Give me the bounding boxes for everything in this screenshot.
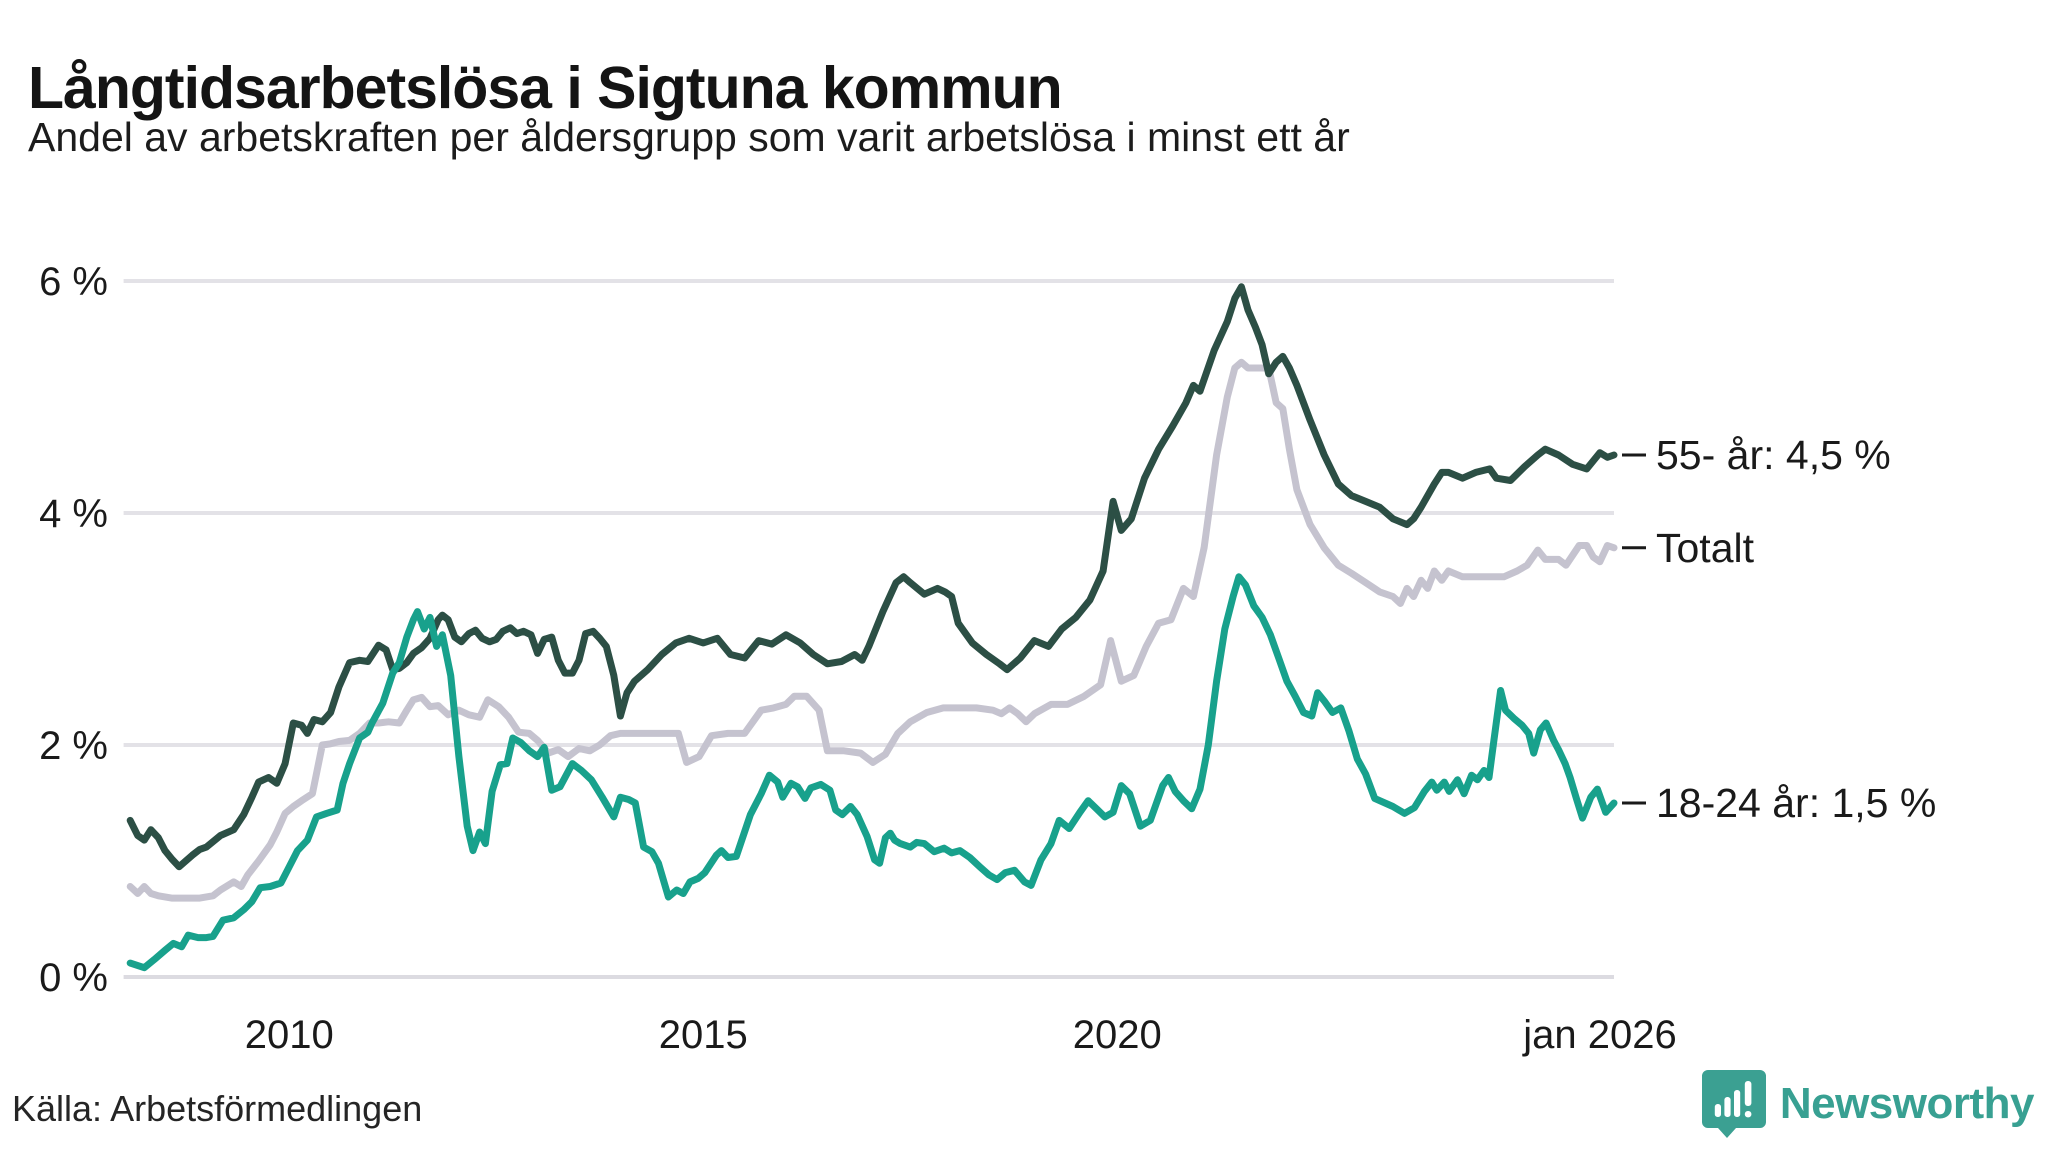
- series-end-label: 55- år: 4,5 %: [1656, 432, 1891, 478]
- chart-subtitle: Andel av arbetskraften per åldersgrupp s…: [28, 114, 1350, 160]
- series-end-label: 18-24 år: 1,5 %: [1656, 780, 1936, 826]
- x-tick-label: 2015: [659, 1013, 748, 1057]
- x-tick-label: 2020: [1073, 1013, 1162, 1057]
- newsworthy-wordmark: Newsworthy: [1779, 1079, 2035, 1128]
- y-tick-label: 4 %: [39, 492, 108, 536]
- source-note: Källa: Arbetsförmedlingen: [12, 1088, 423, 1129]
- newsworthy-brand: Newsworthy: [1701, 1070, 2035, 1138]
- series-line-18-24 år: [126, 573, 1618, 972]
- y-tick-label: 0 %: [39, 956, 108, 1000]
- series-line-55- år: [126, 283, 1618, 871]
- y-tick-label: 6 %: [39, 260, 108, 304]
- y-tick-label: 2 %: [39, 724, 108, 768]
- series-line-Totalt: [126, 358, 1618, 902]
- page-title: Långtidsarbetslösa i Sigtuna kommun: [28, 54, 1063, 121]
- series-end-label: Totalt: [1656, 525, 1755, 571]
- x-tick-label: jan 2026: [1522, 1013, 1676, 1057]
- newsworthy-logo-icon: [1701, 1070, 1766, 1138]
- x-tick-label: 2010: [245, 1013, 334, 1057]
